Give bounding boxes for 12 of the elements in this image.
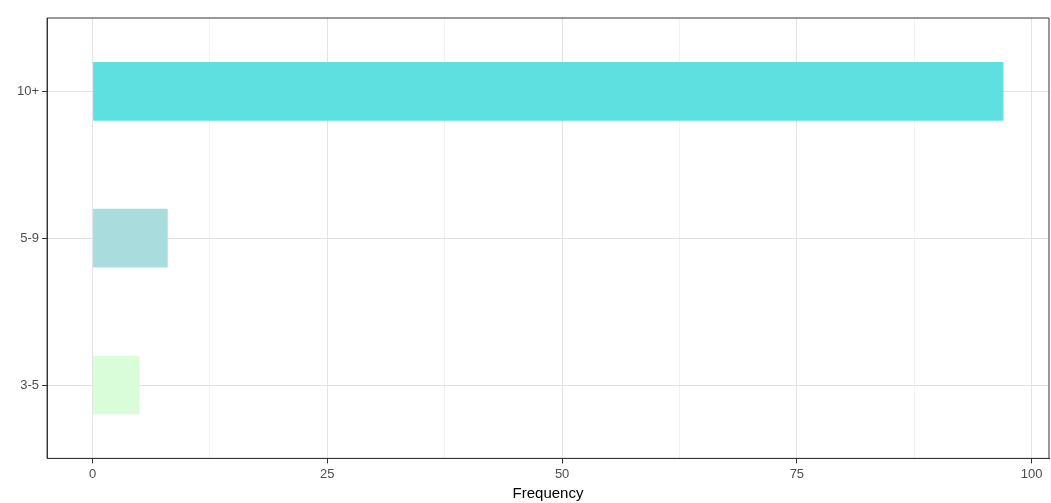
bar [93,355,140,415]
x-tick-label: 75 [789,465,805,481]
bar [93,208,168,268]
bar [93,62,1004,121]
x-tick-label: 100 [1020,465,1043,481]
y-tick-label: 5-9 [20,229,40,245]
x-tick-label: 50 [554,465,570,481]
x-tick-label: 0 [88,465,97,481]
y-tick-label: 10+ [16,82,40,98]
y-tick-label: 3-5 [20,376,40,392]
x-tick-label: 25 [320,465,335,481]
x-axis-title: Frequency [512,484,584,502]
